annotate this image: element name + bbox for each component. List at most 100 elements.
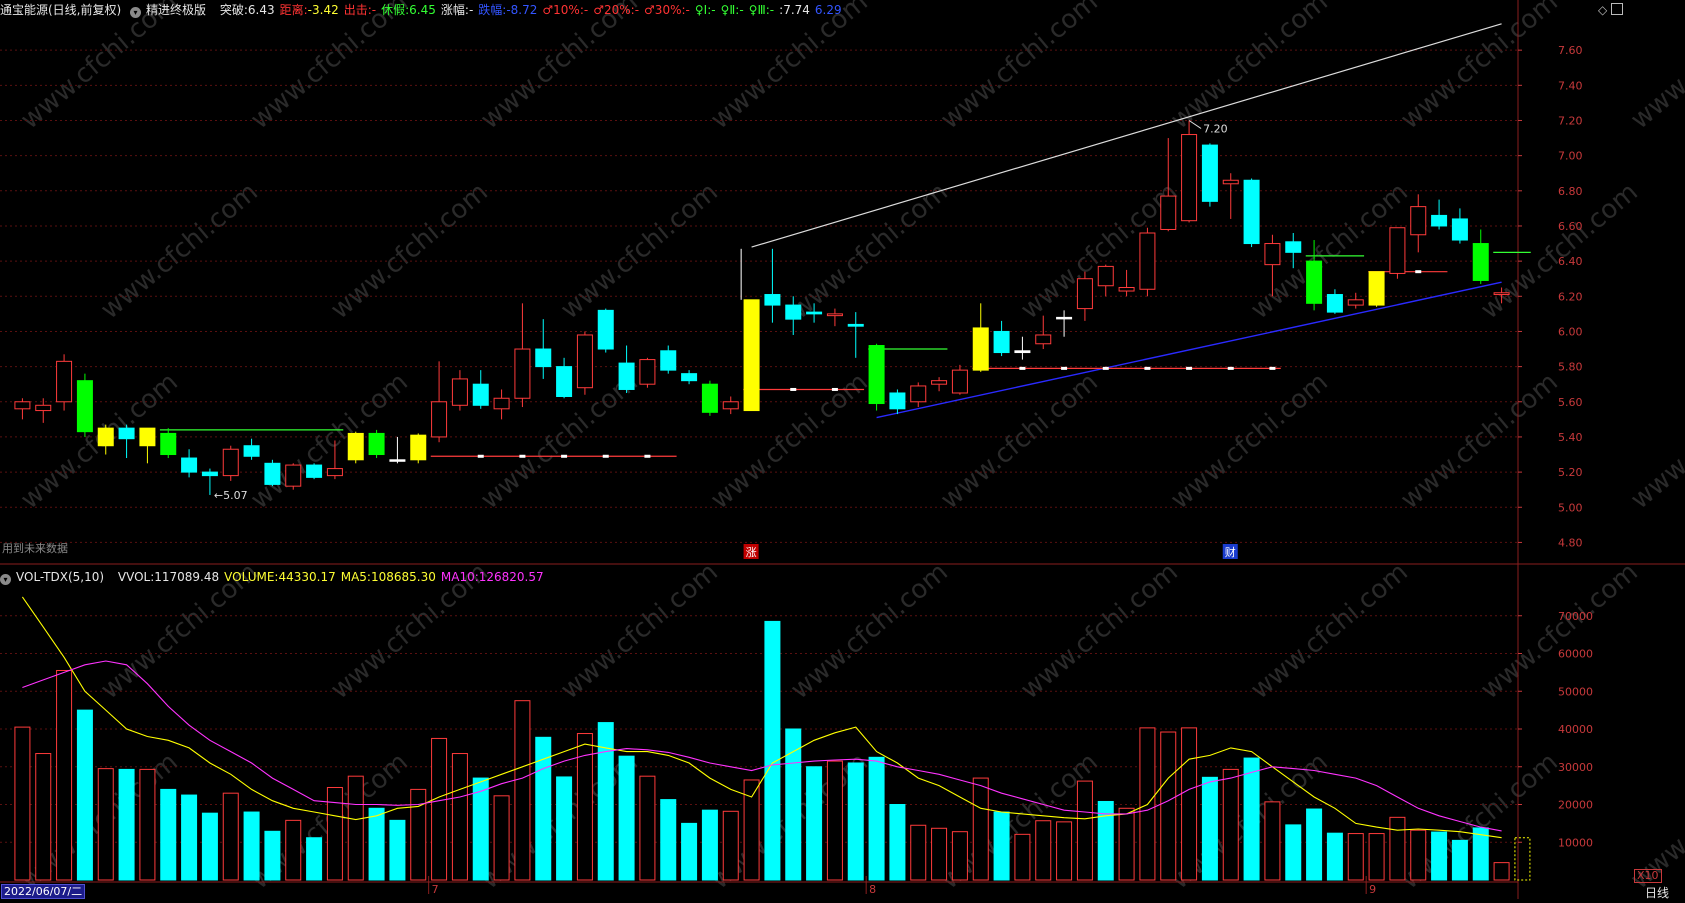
volume-bar — [826, 760, 843, 881]
candle — [535, 319, 552, 379]
level-line-dot — [1102, 366, 1109, 370]
volume-indicator-name[interactable]: ▾ VOL-TDX(5,10) — [0, 570, 109, 585]
month-label: 9 — [1369, 883, 1376, 896]
indicator-name[interactable]: ▾ 精进终极版 — [130, 3, 211, 18]
candle — [306, 463, 323, 480]
x-scale-badge[interactable]: X10 — [1634, 869, 1662, 883]
candle — [972, 303, 989, 372]
candle — [639, 357, 656, 388]
volume-panel-header: ▾ VOL-TDX(5,10) VVOL:117089.48 VOLUME:4433… — [0, 570, 549, 585]
watermark-text: www.cfchi.com — [475, 0, 644, 135]
header-item-value: - — [371, 3, 377, 17]
level-line-dot — [1269, 366, 1276, 370]
candle-body — [1076, 278, 1093, 310]
volume-bar — [14, 726, 31, 881]
candle — [618, 345, 635, 393]
candle-body — [493, 397, 510, 410]
period-label[interactable]: 日线 — [1645, 886, 1670, 900]
candle — [264, 459, 281, 487]
month-label: 8 — [869, 883, 876, 896]
price-tick-label: 5.60 — [1558, 396, 1583, 409]
candle — [410, 433, 427, 464]
volume-bar — [243, 811, 260, 881]
volume-bar — [160, 788, 177, 881]
candle-body — [826, 313, 843, 317]
volume-bar — [451, 753, 468, 881]
candle-body — [472, 383, 489, 406]
header-item-label: VOLUME: — [224, 570, 279, 584]
candle — [1431, 199, 1448, 230]
level-line-dot — [790, 387, 797, 391]
candle — [118, 424, 135, 459]
level-line-dot — [602, 454, 609, 458]
volume-bar — [264, 830, 281, 881]
diamond-icon[interactable]: ◇ — [1598, 3, 1608, 17]
price-tick-label: 5.00 — [1558, 501, 1583, 514]
volume-bar — [847, 762, 864, 881]
candle — [931, 377, 948, 392]
header-item: 出击:- — [344, 3, 376, 17]
price-tick-label: 5.40 — [1558, 431, 1583, 444]
volume-bar — [1160, 731, 1177, 881]
volume-bar — [889, 804, 906, 881]
candle — [785, 296, 802, 335]
watermark-text: www.cfchi.com — [15, 0, 184, 135]
volume-bar — [1076, 780, 1093, 881]
candle-body — [639, 359, 656, 385]
header-item-label: VVOL: — [117, 570, 155, 584]
price-tick-label: 5.20 — [1558, 466, 1583, 479]
stock-title: 通宝能源(日线,前复权) — [0, 3, 122, 17]
price-axis: 7.60 7.40 7.20 7.00 6.80 6.60 6.40 6.20 6.00 5.80… — [0, 44, 1583, 549]
candle — [389, 436, 406, 464]
candle-body — [681, 373, 698, 382]
header-item: ♂20%:- — [593, 3, 639, 17]
volume-bar — [1431, 831, 1448, 881]
candle-body — [722, 401, 739, 410]
candle — [1014, 336, 1031, 360]
candle-body — [306, 464, 323, 478]
volume-bar — [1201, 776, 1218, 881]
candle — [1076, 271, 1093, 321]
candle — [1306, 240, 1323, 311]
window-controls: ◇ — [1598, 3, 1624, 17]
header-item-value: 6.45 — [409, 3, 436, 17]
volume-tick-label: 20000 — [1558, 799, 1593, 812]
month-markers: 7 8 9 — [428, 876, 1376, 896]
price-tick-label: 5.80 — [1558, 361, 1583, 374]
watermark-text: www.cfchi.com — [785, 557, 954, 705]
volume-bar — [931, 827, 948, 881]
candle-body — [1389, 227, 1406, 274]
dropdown-circle-icon[interactable]: ▾ — [0, 574, 11, 585]
header-item: MA5:108685.30 — [341, 570, 436, 584]
candle-body — [910, 385, 927, 403]
header-item-value: - — [634, 3, 640, 17]
candle — [431, 361, 448, 443]
header-item-value: 108685.30 — [370, 570, 436, 584]
volume-bar — [1014, 833, 1031, 881]
candle-body — [1118, 287, 1135, 292]
volume-bar — [1222, 768, 1239, 881]
volume-bar — [660, 799, 677, 881]
candle — [556, 357, 573, 399]
date-cursor-box: 2022/06/07/二 — [1, 883, 86, 899]
candle — [1347, 292, 1364, 309]
header-item-value: 126820.57 — [478, 570, 544, 584]
volume-bar — [285, 819, 302, 881]
candle-body — [764, 294, 781, 306]
candle-body — [1285, 241, 1302, 253]
candle-body — [951, 369, 968, 394]
dropdown-circle-icon[interactable]: ▾ — [130, 7, 142, 18]
header-item-value: -3.42 — [307, 3, 339, 17]
header-item-label: 出击: — [343, 3, 372, 17]
candle-body — [368, 432, 385, 456]
candle-body — [1347, 299, 1364, 306]
panel-toggle-icon[interactable] — [1611, 3, 1624, 15]
price-tick-label: 7.60 — [1558, 44, 1583, 57]
candle — [806, 303, 823, 323]
volume-bar — [472, 777, 489, 881]
header-item: 距离:-3.42 — [280, 3, 339, 17]
candle — [14, 398, 31, 420]
volume-bar — [1514, 837, 1531, 881]
